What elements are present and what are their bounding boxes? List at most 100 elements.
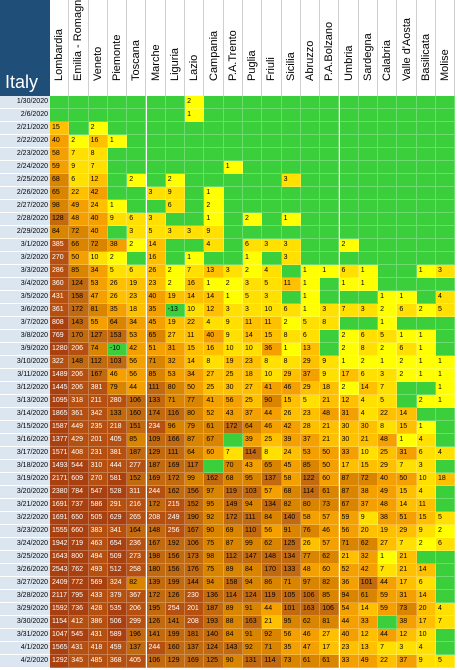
value-cell[interactable]: 48 <box>378 434 398 447</box>
value-cell[interactable] <box>416 161 436 174</box>
value-cell[interactable] <box>223 135 243 148</box>
value-cell[interactable]: 72 <box>88 239 108 252</box>
value-cell[interactable]: 231 <box>88 447 108 460</box>
value-cell[interactable]: 1942 <box>50 538 70 551</box>
value-cell[interactable] <box>300 109 321 122</box>
value-cell[interactable]: 1 <box>223 291 243 304</box>
value-cell[interactable]: 49 <box>378 486 398 499</box>
value-cell[interactable]: 3 <box>397 642 417 655</box>
value-cell[interactable]: 71 <box>281 577 301 590</box>
value-cell[interactable]: 94 <box>339 590 359 603</box>
value-cell[interactable] <box>436 629 456 642</box>
value-cell[interactable] <box>416 109 436 122</box>
value-cell[interactable] <box>281 148 301 161</box>
value-cell[interactable]: 164 <box>127 525 147 538</box>
value-cell[interactable]: 277 <box>127 460 147 473</box>
value-cell[interactable] <box>165 109 186 122</box>
value-cell[interactable]: 162 <box>165 486 186 499</box>
value-cell[interactable]: 581 <box>107 473 128 486</box>
value-cell[interactable]: 4 <box>436 291 456 304</box>
value-cell[interactable]: 53 <box>165 369 186 382</box>
value-cell[interactable]: 163 <box>243 616 263 629</box>
value-cell[interactable] <box>436 408 456 421</box>
value-cell[interactable]: 1 <box>281 343 301 356</box>
value-cell[interactable]: 1 <box>397 434 417 447</box>
value-cell[interactable]: 3 <box>146 213 166 226</box>
date-cell[interactable]: 3/13/2020 <box>0 395 50 408</box>
value-cell[interactable]: 3 <box>146 187 166 200</box>
value-cell[interactable]: 1555 <box>50 525 70 538</box>
date-cell[interactable]: 3/3/2020 <box>0 265 50 278</box>
value-cell[interactable] <box>397 382 417 395</box>
value-cell[interactable]: 2 <box>185 96 205 109</box>
value-cell[interactable] <box>281 265 301 278</box>
value-cell[interactable]: 51 <box>146 343 166 356</box>
value-cell[interactable]: 81 <box>88 304 108 317</box>
value-cell[interactable]: 94 <box>243 499 263 512</box>
value-cell[interactable] <box>416 408 436 421</box>
date-cell[interactable]: 3/20/2020 <box>0 486 50 499</box>
value-cell[interactable] <box>436 187 456 200</box>
value-cell[interactable]: 1 <box>300 291 321 304</box>
value-cell[interactable]: 89 <box>223 564 243 577</box>
value-cell[interactable]: 140 <box>281 512 301 525</box>
value-cell[interactable]: 2 <box>339 239 359 252</box>
value-cell[interactable]: 808 <box>50 317 70 330</box>
value-cell[interactable]: 3 <box>358 304 379 317</box>
value-cell[interactable]: 46 <box>281 382 301 395</box>
value-cell[interactable]: 50 <box>185 382 205 395</box>
value-cell[interactable]: 17 <box>416 616 436 629</box>
value-cell[interactable] <box>165 213 186 226</box>
value-cell[interactable]: 1 <box>378 291 398 304</box>
value-cell[interactable]: 162 <box>204 473 224 486</box>
value-cell[interactable]: 6 <box>416 447 436 460</box>
value-cell[interactable]: 43 <box>223 408 243 421</box>
value-cell[interactable]: 505 <box>88 512 108 525</box>
value-cell[interactable]: 139 <box>146 577 166 590</box>
value-cell[interactable] <box>416 291 436 304</box>
value-cell[interactable]: 265 <box>127 512 147 525</box>
value-cell[interactable]: 1 <box>397 291 417 304</box>
value-cell[interactable]: 2 <box>339 343 359 356</box>
value-cell[interactable]: 2 <box>397 356 417 369</box>
date-cell[interactable]: 4/1/2020 <box>0 642 50 655</box>
value-cell[interactable] <box>223 122 243 135</box>
value-cell[interactable] <box>165 161 186 174</box>
value-cell[interactable]: 509 <box>107 551 128 564</box>
value-cell[interactable]: 386 <box>88 616 108 629</box>
date-cell[interactable]: 3/24/2020 <box>0 538 50 551</box>
value-cell[interactable]: 5 <box>436 304 456 317</box>
value-cell[interactable] <box>436 421 456 434</box>
value-cell[interactable]: 14 <box>146 239 166 252</box>
value-cell[interactable]: 42 <box>281 421 301 434</box>
value-cell[interactable]: 2 <box>281 317 301 330</box>
value-cell[interactable] <box>436 317 456 330</box>
value-cell[interactable]: 1 <box>339 356 359 369</box>
value-cell[interactable] <box>204 135 224 148</box>
value-cell[interactable] <box>262 200 282 213</box>
value-cell[interactable] <box>165 122 186 135</box>
value-cell[interactable]: 8 <box>358 343 379 356</box>
value-cell[interactable]: 53 <box>300 447 321 460</box>
value-cell[interactable] <box>416 213 436 226</box>
value-cell[interactable]: 88 <box>223 616 243 629</box>
value-cell[interactable]: 1 <box>436 382 456 395</box>
value-cell[interactable]: 405 <box>127 655 147 668</box>
value-cell[interactable]: 324 <box>107 577 128 590</box>
value-cell[interactable]: 660 <box>69 525 89 538</box>
value-cell[interactable] <box>262 226 282 239</box>
value-cell[interactable]: 48 <box>300 564 321 577</box>
value-cell[interactable]: 79 <box>107 382 128 395</box>
value-cell[interactable]: 15 <box>416 512 436 525</box>
value-cell[interactable]: 433 <box>88 590 108 603</box>
value-cell[interactable]: 111 <box>165 447 186 460</box>
value-cell[interactable]: 129 <box>146 447 166 460</box>
value-cell[interactable]: 44 <box>339 616 359 629</box>
value-cell[interactable] <box>397 96 417 109</box>
value-cell[interactable] <box>185 174 205 187</box>
value-cell[interactable] <box>397 395 417 408</box>
value-cell[interactable] <box>69 122 89 135</box>
value-cell[interactable]: 3 <box>416 460 436 473</box>
value-cell[interactable] <box>378 109 398 122</box>
value-cell[interactable]: 40 <box>88 213 108 226</box>
